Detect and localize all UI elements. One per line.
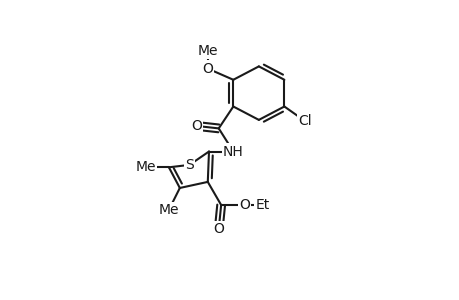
Text: O: O bbox=[191, 119, 202, 133]
Text: NH: NH bbox=[223, 145, 243, 158]
Text: Me: Me bbox=[135, 160, 156, 174]
Text: Me: Me bbox=[197, 44, 218, 58]
Text: O: O bbox=[238, 198, 249, 212]
Text: O: O bbox=[202, 61, 213, 76]
Text: O: O bbox=[213, 222, 224, 236]
Text: Cl: Cl bbox=[297, 114, 311, 128]
Text: Et: Et bbox=[255, 198, 269, 212]
Text: S: S bbox=[185, 158, 194, 172]
Text: Me: Me bbox=[158, 203, 179, 217]
